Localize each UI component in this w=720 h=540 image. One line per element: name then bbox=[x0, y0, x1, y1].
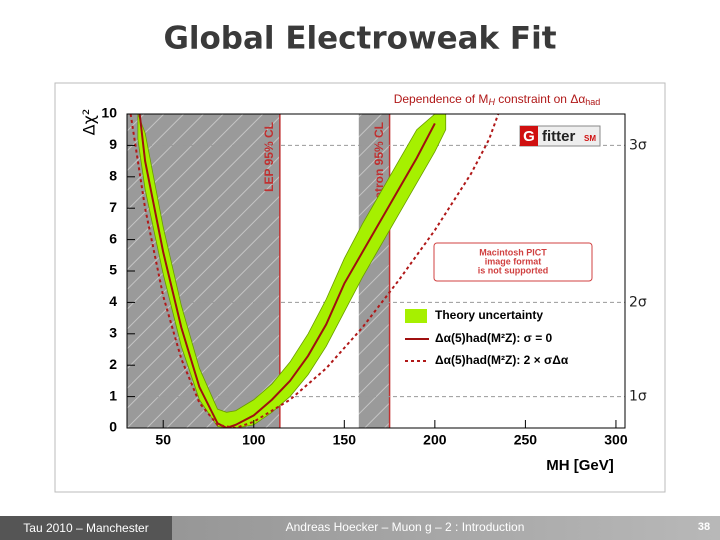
x-tick-label: 200 bbox=[423, 432, 447, 448]
legend-label: Δα(5)had(M²Z): 2 × σΔα bbox=[435, 353, 569, 367]
legend-label: Δα(5)had(M²Z): σ = 0 bbox=[435, 331, 553, 345]
x-tick-label: 150 bbox=[333, 432, 357, 448]
logo-sm: SM bbox=[584, 134, 596, 143]
x-tick-label: 250 bbox=[514, 432, 538, 448]
y-tick-label: 9 bbox=[109, 136, 117, 152]
y-tick-label: 6 bbox=[109, 230, 117, 246]
y-tick-label: 1 bbox=[109, 387, 117, 403]
y-tick-label: 8 bbox=[109, 168, 117, 184]
y-tick-label: 3 bbox=[109, 325, 117, 341]
y-tick-label: 10 bbox=[101, 105, 117, 121]
logo-g-box bbox=[520, 126, 538, 146]
y-tick-label: 5 bbox=[109, 262, 117, 278]
y-tick-label: 7 bbox=[109, 199, 117, 215]
chart-title-part: H bbox=[488, 97, 495, 107]
y-axis-label: Δχ² bbox=[80, 109, 99, 136]
curve bbox=[129, 113, 500, 428]
y-tick-label: 2 bbox=[109, 356, 117, 372]
footer-center: Andreas Hoecker – Muon g – 2 : Introduct… bbox=[286, 520, 525, 534]
chart-title-part: constraint on Δα bbox=[495, 92, 585, 106]
y-tick-label: 4 bbox=[109, 293, 117, 309]
page-number: 38 bbox=[698, 521, 710, 533]
sigma-label: 1σ bbox=[629, 389, 647, 405]
y-tick-label: 0 bbox=[109, 419, 117, 435]
chart-title: Dependence of MH constraint on Δαhad bbox=[394, 92, 601, 107]
x-tick-label: 100 bbox=[242, 432, 266, 448]
sigma-label: 3σ bbox=[629, 137, 647, 153]
curve bbox=[138, 113, 436, 428]
x-axis-label: MH [GeV] bbox=[546, 457, 614, 474]
chart-title-part: had bbox=[585, 97, 600, 107]
logo-fitter: fitter bbox=[542, 128, 575, 145]
slide-title: Global Electroweak Fit bbox=[163, 21, 556, 57]
chart-title-part: Dependence of M bbox=[394, 92, 489, 106]
sigma-label: 2σ bbox=[629, 294, 647, 310]
placeholder-text: image format bbox=[485, 256, 542, 266]
placeholder-text: is not supported bbox=[478, 265, 549, 275]
footer-left: Tau 2010 – Manchester bbox=[23, 521, 148, 535]
placeholder-text: Macintosh PICT bbox=[479, 247, 547, 257]
x-tick-label: 300 bbox=[604, 432, 628, 448]
excluded-region bbox=[127, 114, 280, 428]
logo-g: G bbox=[523, 128, 535, 145]
exclusion-label: LEP 95% CL bbox=[262, 122, 276, 192]
legend-label: Theory uncertainty bbox=[435, 308, 543, 322]
placeholder-box bbox=[433, 242, 593, 282]
x-tick-label: 50 bbox=[155, 432, 171, 448]
legend-swatch bbox=[405, 309, 427, 323]
footer-left-block bbox=[0, 516, 172, 540]
